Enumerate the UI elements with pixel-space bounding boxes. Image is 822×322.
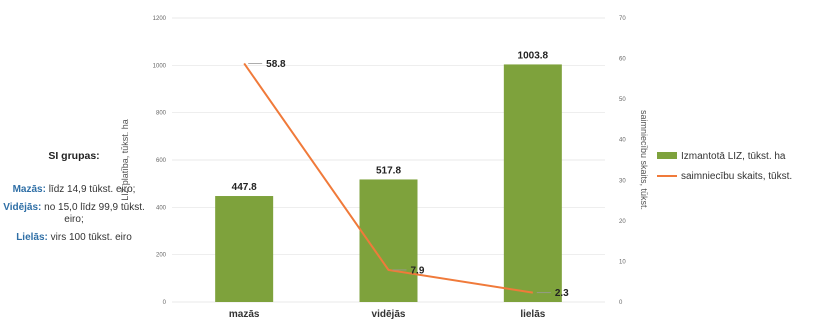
bar	[215, 196, 274, 302]
legend-label-line: saimniecību skaits, tūkst.	[681, 171, 792, 182]
legend-label-bar: Izmantotā LIZ, tūkst. ha	[681, 151, 786, 162]
bar-data-label: 1003.8	[518, 50, 549, 61]
x-category-label: lielās	[520, 309, 545, 320]
x-category-label: mazās	[229, 309, 260, 320]
line-data-label: 2.3	[555, 288, 569, 299]
bar-data-label: 447.8	[232, 182, 257, 193]
y-tick-label: 600	[156, 158, 167, 164]
y2-tick-label: 40	[619, 138, 626, 144]
y2-tick-label: 10	[619, 259, 626, 265]
y2-tick-label: 30	[619, 178, 626, 184]
bar-data-label: 517.8	[376, 165, 401, 176]
y-tick-label: 1000	[153, 63, 167, 69]
group-definitions-title: SI grupas:	[48, 150, 100, 162]
y2-tick-label: 50	[619, 97, 626, 103]
y2-tick-label: 70	[619, 16, 626, 22]
bar	[503, 64, 562, 303]
legend-swatch-bar	[657, 152, 677, 159]
y2-tick-label: 60	[619, 57, 626, 63]
group-large: Lielās: virs 100 tūkst. eiro	[0, 232, 148, 244]
group-medium-desc: no 15,0 līdz 99,9 tūkst. eiro;	[44, 202, 145, 225]
y2-tick-label: 20	[619, 219, 626, 225]
group-medium-name: Vidējās:	[3, 202, 42, 213]
y-tick-label: 1200	[153, 16, 167, 22]
y2-axis-title: saimniecību skaits, tūkst.	[639, 110, 649, 210]
x-category-label: vidējās	[372, 309, 406, 320]
group-large-desc: virs 100 tūkst. eiro	[50, 232, 132, 243]
group-medium: Vidējās: no 15,0 līdz 99,9 tūkst. eiro;	[0, 202, 148, 226]
y2-tick-label: 0	[619, 300, 623, 306]
y-tick-label: 0	[163, 300, 167, 306]
y-tick-label: 400	[156, 205, 167, 211]
y-tick-label: 800	[156, 111, 167, 117]
group-small-desc: līdz 14,9 tūkst. eiro;	[48, 184, 136, 195]
line-series	[243, 62, 533, 294]
group-small: Mazās: līdz 14,9 tūkst. eiro;	[0, 184, 148, 196]
y-axis-title: LIZ platība, tūkst. ha	[120, 119, 130, 201]
line-data-label: 58.8	[266, 59, 286, 70]
group-large-name: Lielās:	[16, 232, 48, 243]
y-tick-label: 200	[156, 253, 167, 259]
group-definitions: SI grupas: Mazās: līdz 14,9 tūkst. eiro;…	[0, 150, 148, 250]
line-data-label: 7.9	[411, 265, 425, 276]
group-small-name: Mazās:	[12, 184, 46, 195]
